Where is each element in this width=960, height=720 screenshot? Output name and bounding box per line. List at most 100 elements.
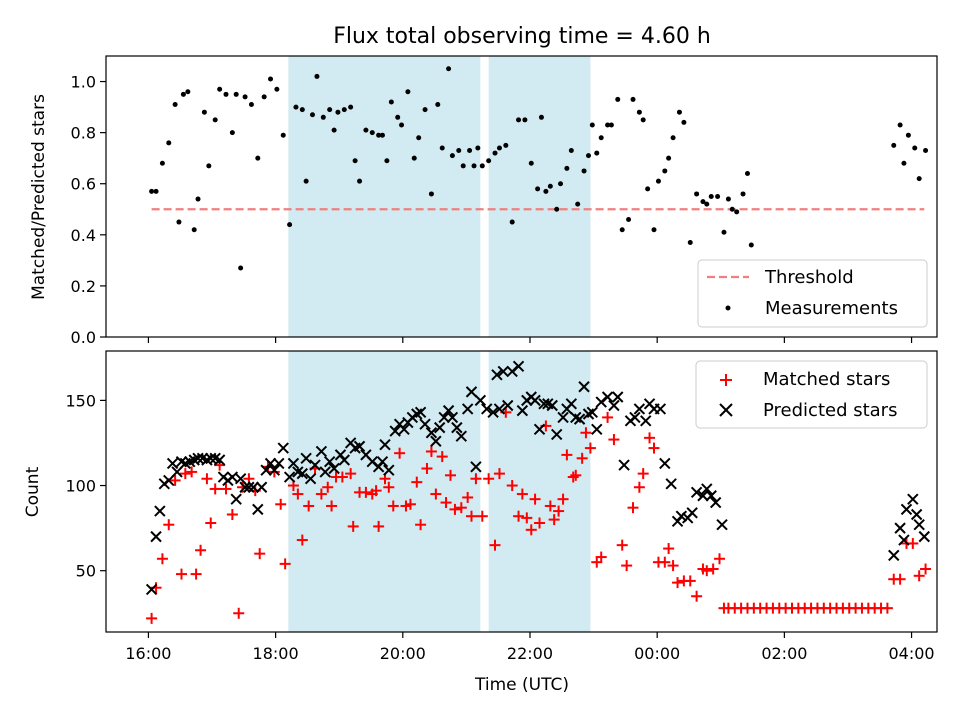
predicted-star-point	[546, 399, 558, 412]
matched-star-point	[254, 548, 266, 560]
predicted-star-point	[255, 481, 268, 493]
measurement-point	[662, 168, 668, 174]
predicted-star-point	[338, 454, 350, 466]
legend-predicted-swatch	[719, 403, 733, 417]
predicted-star-point	[659, 457, 671, 470]
predicted-star-point	[529, 394, 541, 407]
legend-matched-label: Matched stars	[763, 369, 890, 390]
matched-star-point	[707, 563, 719, 575]
predicted-star-point	[701, 483, 713, 495]
axes-borders	[105, 55, 938, 633]
predicted-star-point	[192, 452, 204, 464]
measurement-point	[309, 112, 315, 118]
predicted-star-point	[640, 415, 652, 427]
matched-star-point	[430, 488, 442, 500]
measurement-point	[449, 153, 455, 159]
predicted-star-point	[451, 421, 463, 434]
matched-star-point	[226, 508, 238, 520]
matched-star-point	[684, 575, 696, 587]
matched-star-point	[326, 500, 338, 512]
matched-star-point	[186, 466, 198, 478]
measurement-point	[715, 194, 721, 199]
matched-star-point	[440, 497, 452, 509]
measurement-point	[242, 94, 248, 100]
matched-star-point	[411, 476, 423, 488]
matched-star-point	[275, 498, 287, 510]
predicted-star-point	[260, 464, 272, 476]
measurement-point	[528, 160, 534, 166]
matched-star-point	[663, 543, 675, 555]
matched-star-point	[169, 474, 181, 486]
matched-star-point	[595, 551, 607, 563]
top-legend-box	[697, 259, 928, 328]
predicted-star-point	[379, 438, 391, 451]
measurement-point	[655, 178, 661, 184]
measurement-point	[575, 201, 581, 207]
predicted-star-point	[913, 519, 925, 531]
measurement-point	[729, 206, 735, 212]
x-tick-label: 18:00	[253, 644, 299, 663]
bottom-legend: Matched stars Predicted stars	[695, 360, 928, 429]
measurement-point	[503, 142, 509, 148]
measurement-point	[369, 130, 375, 136]
predicted-star-point	[239, 481, 251, 493]
matched-star-point	[544, 500, 556, 512]
matched-star-point	[421, 463, 433, 475]
top-shaded-interval	[488, 56, 591, 337]
legend-predicted-label: Predicted stars	[763, 400, 897, 421]
measurement-point	[923, 148, 929, 154]
predicted-star-point	[608, 399, 620, 412]
measurement-point	[522, 117, 528, 123]
measurement-point	[341, 107, 347, 113]
measurement-point	[475, 145, 481, 151]
measurement-point	[166, 140, 172, 146]
measurement-point	[411, 155, 417, 161]
predicted-star-point	[910, 508, 923, 521]
measurement-point	[598, 135, 604, 141]
measurement-point	[428, 191, 434, 197]
matched-star-point	[894, 573, 906, 585]
predicted-star-point	[516, 404, 529, 417]
measurement-point	[261, 94, 267, 100]
predicted-stars-series	[145, 360, 930, 596]
predicted-star-point	[894, 522, 906, 534]
top-y-tick-label: 0.6	[71, 175, 96, 194]
predicted-star-point	[557, 411, 569, 424]
measurement-point	[422, 107, 428, 113]
predicted-star-point	[171, 466, 183, 478]
predicted-star-point	[287, 457, 300, 470]
matched-star-point	[570, 469, 582, 481]
measurement-point	[725, 196, 731, 202]
measurement-point	[180, 91, 186, 97]
x-tick-label: 04:00	[889, 644, 935, 663]
matched-star-point	[525, 524, 537, 536]
predicted-star-point	[277, 442, 289, 454]
matched-star-point	[633, 481, 645, 493]
matched-star-point	[233, 607, 245, 619]
predicted-star-point	[425, 427, 438, 439]
measurement-point	[589, 122, 595, 128]
predicted-star-point	[665, 478, 677, 490]
measurement-point	[619, 227, 625, 233]
bottom-legend-box	[695, 360, 928, 429]
measurement-point	[280, 132, 286, 138]
measurement-point	[608, 122, 614, 128]
measurement-point	[335, 109, 341, 115]
predicted-star-point	[573, 413, 586, 425]
matched-star-point	[691, 590, 703, 602]
matched-star-point	[913, 570, 925, 582]
measurement-point	[395, 114, 401, 120]
predicted-star-point	[533, 423, 546, 436]
measurement-point	[416, 135, 422, 141]
predicted-star-point	[601, 391, 614, 403]
predicted-star-point	[252, 503, 264, 516]
x-tick-label: 20:00	[380, 644, 426, 663]
matched-star-point	[449, 503, 461, 515]
measurement-point	[708, 194, 714, 199]
predicted-star-point	[273, 457, 285, 470]
measurement-point	[185, 89, 191, 95]
measurement-point	[558, 181, 564, 187]
matched-star-point	[553, 505, 565, 517]
matched-star-point	[315, 488, 327, 500]
measurement-point	[376, 132, 382, 138]
